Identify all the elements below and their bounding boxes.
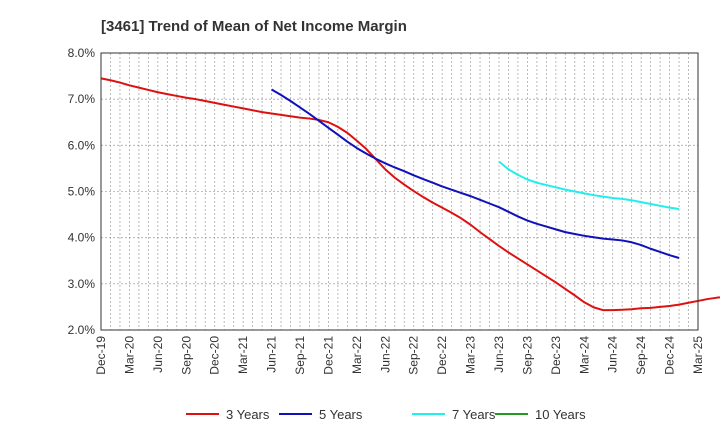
- series-line-3-years: [100, 77, 720, 312]
- series-line-5-years: [271, 88, 680, 259]
- plot-frame: [100, 52, 699, 331]
- y-tick-label: 8.0%: [68, 46, 96, 60]
- y-tick-label: 6.0%: [68, 138, 96, 152]
- y-tick-label: 4.0%: [68, 231, 96, 245]
- x-tick-label: Dec-23: [549, 336, 563, 375]
- y-tick-label: 2.0%: [68, 323, 96, 337]
- x-tick-label: Jun-24: [606, 336, 620, 373]
- x-axis: Dec-19 Mar-20 Jun-20 Sep-20 Dec-20 Mar-21 Jun-…: [94, 336, 705, 375]
- x-tick-label: Jun-22: [378, 336, 392, 373]
- x-tick-label: Mar-22: [350, 336, 364, 374]
- x-tick-label: Sep-21: [293, 336, 307, 375]
- x-tick-label: Mar-21: [236, 336, 250, 374]
- x-tick-label: Dec-20: [208, 336, 222, 375]
- x-tick-label: Mar-24: [577, 336, 591, 374]
- x-tick-label: Sep-20: [179, 336, 193, 375]
- x-tick-label: Sep-23: [520, 336, 534, 375]
- legend-5-years-label: 5 Years: [319, 407, 363, 422]
- y-tick-label: 3.0%: [68, 277, 96, 291]
- x-tick-label: Dec-24: [663, 336, 677, 375]
- x-tick-label: Dec-19: [94, 336, 108, 375]
- x-tick-label: Jun-20: [151, 336, 165, 373]
- y-tick-label: 5.0%: [68, 185, 96, 199]
- x-tick-label: Jun-23: [492, 336, 506, 373]
- legend-3-years-label: 3 Years: [226, 407, 270, 422]
- x-tick-label: Dec-22: [435, 336, 449, 375]
- series-line-7-years: [498, 160, 680, 211]
- x-tick-label: Sep-24: [634, 336, 648, 375]
- y-tick-label: 7.0%: [68, 92, 96, 106]
- y-axis: 2.0% 3.0% 4.0% 5.0% 6.0% 7.0% 8.0%: [68, 46, 96, 337]
- x-tick-label: Sep-22: [407, 336, 421, 375]
- legend: 3 Years 5 Years 7 Years 10 Years: [186, 407, 586, 422]
- x-tick-label: Dec-21: [321, 336, 335, 375]
- series-lines: [100, 77, 720, 312]
- legend-10-years-label: 10 Years: [535, 407, 586, 422]
- legend-7-years-label: 7 Years: [452, 407, 496, 422]
- chart-title: [3461] Trend of Mean of Net Income Margi…: [101, 18, 407, 35]
- x-tick-label: Mar-23: [464, 336, 478, 374]
- x-tick-label: Mar-20: [122, 336, 136, 374]
- x-tick-label: Jun-21: [265, 336, 279, 373]
- x-tick-label: Mar-25: [691, 336, 705, 374]
